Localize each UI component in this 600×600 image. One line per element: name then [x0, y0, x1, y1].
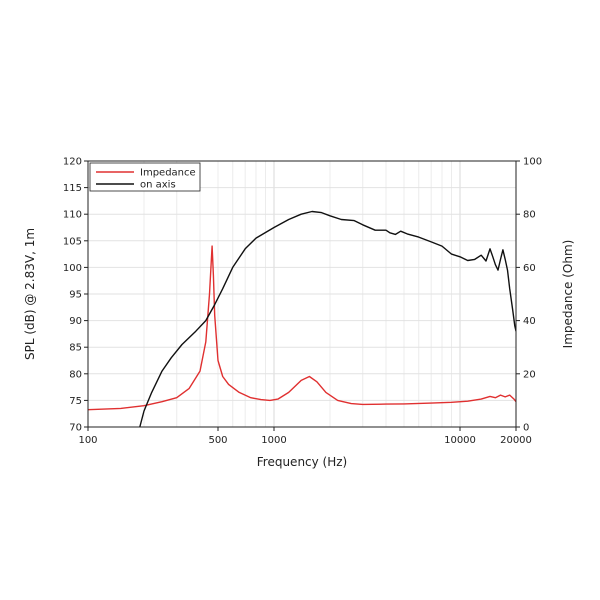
legend-label-impedance: Impedance: [140, 168, 196, 179]
y-tick-label: 75: [69, 396, 82, 407]
series-layer: [88, 210, 516, 427]
series-line-on-axis: [139, 210, 516, 427]
x-tick-label: 10000: [444, 435, 476, 446]
y-tick-label: 90: [69, 316, 82, 327]
x-axis-label: Frequency (Hz): [257, 455, 348, 469]
y-tick-label: 85: [69, 343, 82, 354]
y2-tick-label: 100: [523, 157, 542, 168]
y2-tick-label: 60: [523, 263, 536, 274]
x-tick-label: 100: [78, 435, 97, 446]
y-tick-label: 80: [69, 369, 82, 380]
y-tick-label: 110: [63, 210, 82, 221]
grid: [87, 160, 517, 428]
legend-label-on-axis: on axis: [140, 180, 176, 191]
y-tick-label: 70: [69, 423, 82, 434]
series-line-impedance: [88, 245, 516, 411]
tick-labels: 100 500 1000 10000 2000070758085909510010511…: [63, 157, 542, 447]
y-tick-label: 120: [63, 157, 82, 168]
x-tick-label: 500: [208, 435, 227, 446]
y2-tick-label: 40: [523, 316, 536, 327]
x-tick-label: 20000: [500, 435, 532, 446]
y-axis-label: SPL (dB) @ 2.83V, 1m: [23, 228, 37, 360]
y2-axis-label: Impedance (Ohm): [561, 240, 575, 349]
y-tick-label: 100: [63, 263, 82, 274]
y2-tick-label: 20: [523, 369, 536, 380]
y-tick-label: 95: [69, 290, 82, 301]
x-tick-label: 1000: [261, 435, 286, 446]
y-tick-label: 115: [63, 183, 82, 194]
legend-box: [89, 162, 201, 192]
legend: Impedance on axis: [89, 162, 201, 192]
y2-tick-label: 0: [523, 423, 529, 434]
y-tick-label: 105: [63, 236, 82, 247]
y2-tick-label: 80: [523, 210, 536, 221]
